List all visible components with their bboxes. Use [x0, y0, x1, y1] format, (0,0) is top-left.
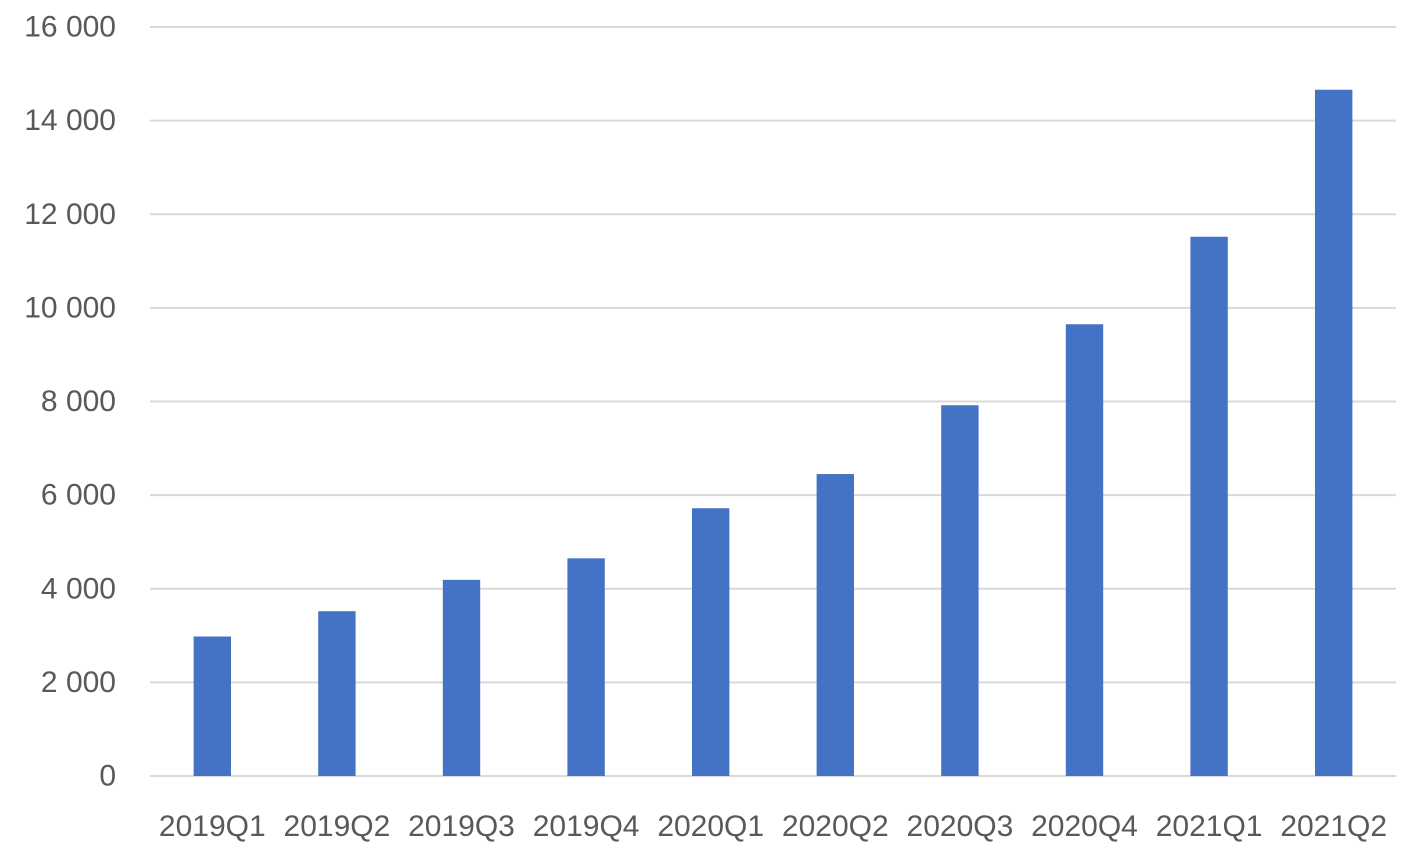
- bar-2021Q1: [1190, 236, 1228, 777]
- bar-2019Q3: [442, 579, 481, 776]
- bar-2021Q2: [1315, 89, 1353, 776]
- bar-2020Q1: [692, 508, 730, 776]
- y-tick-label: 16 000: [24, 11, 116, 44]
- x-tick-label: 2019Q3: [408, 810, 515, 843]
- y-tick-label: 0: [99, 760, 116, 793]
- x-tick-label: 2020Q3: [907, 810, 1014, 843]
- x-tick-label: 2021Q2: [1280, 810, 1387, 843]
- bar-2019Q4: [567, 558, 605, 776]
- x-tick-label: 2020Q1: [657, 810, 764, 843]
- bar-2020Q4: [1065, 324, 1104, 776]
- bar-2020Q3: [941, 405, 979, 776]
- y-tick-label: 10 000: [24, 291, 116, 324]
- bar-2019Q2: [318, 611, 356, 776]
- bar-2019Q1: [193, 636, 231, 776]
- y-tick-label: 6 000: [41, 479, 116, 512]
- x-tick-label: 2019Q1: [159, 810, 266, 843]
- bars: [193, 89, 1353, 777]
- gridlines: [150, 26, 1396, 777]
- x-tick-label: 2020Q2: [782, 810, 889, 843]
- bar-2020Q2: [816, 474, 854, 776]
- x-tick-label: 2020Q4: [1031, 810, 1138, 843]
- x-tick-label: 2019Q2: [284, 810, 391, 843]
- y-tick-label: 14 000: [24, 104, 116, 137]
- x-axis-tick-labels: 2019Q1 2019Q2 2019Q3 2019Q4 2020Q1 2020Q2 2020…: [159, 810, 1387, 843]
- y-tick-label: 8 000: [41, 385, 116, 418]
- x-tick-label: 2019Q4: [533, 810, 640, 843]
- y-tick-label: 2 000: [41, 666, 116, 699]
- y-tick-label: 4 000: [41, 572, 116, 605]
- x-tick-label: 2021Q1: [1156, 810, 1263, 843]
- y-tick-label: 12 000: [24, 198, 116, 231]
- y-axis-tick-labels: 0 2 000 4 000 6 000 8 000 10 000 12 000 14 000 1…: [24, 11, 116, 793]
